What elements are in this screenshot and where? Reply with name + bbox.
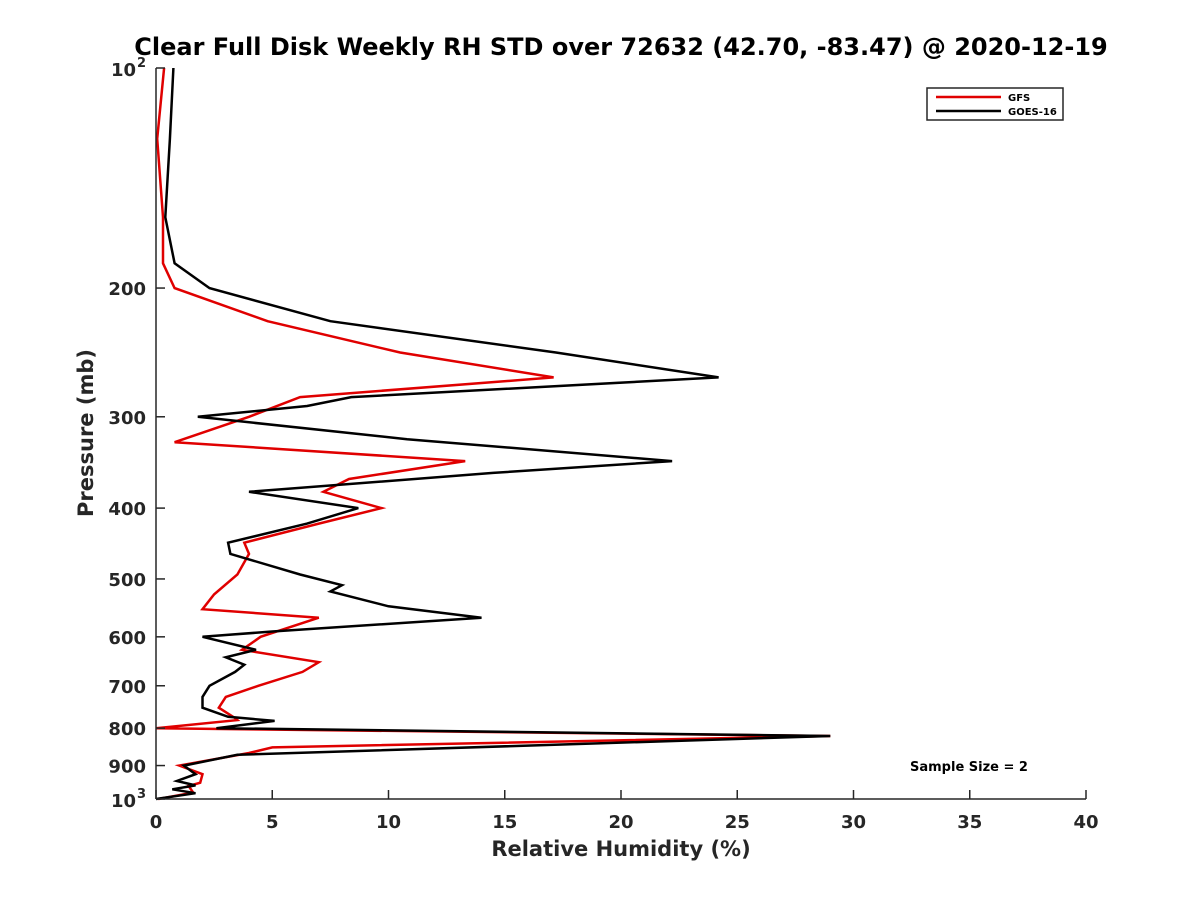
series-line-gfs [155,67,831,801]
x-axis-label: Relative Humidity (%) [491,837,750,861]
x-tick-label: 5 [266,812,279,833]
y-tick-label: 10 [111,60,136,81]
x-tick-label: 30 [841,812,866,833]
x-tick-label: 0 [150,812,163,833]
legend-label-goes-16: GOES-16 [1008,107,1057,118]
x-tick-label: 35 [957,812,982,833]
y-tick-label: 500 [108,570,146,591]
series-layer [155,67,831,801]
y-tick-label: 900 [108,757,146,778]
x-tick-label: 15 [492,812,517,833]
plot-area [156,68,1086,799]
x-tick-label: 10 [376,812,401,833]
y-axis-label: Pressure (mb) [74,349,98,517]
y-tick-label: 10 [111,791,136,812]
y-tick-label: 300 [108,408,146,429]
x-tick-label: 20 [608,812,633,833]
y-tick-label: 700 [108,677,146,698]
legend-box [926,87,1064,121]
legend: GFS GOES-16 [926,87,1064,121]
y-tick-label-exponent: 3 [137,787,146,802]
y-tick-label: 200 [108,279,146,300]
sample-size-annotation: Sample Size = 2 [910,760,1028,775]
y-tick-label: 800 [108,719,146,740]
y-tick-label-exponent: 2 [137,56,146,71]
legend-label-gfs: GFS [1008,93,1030,104]
y-tick-label: 600 [108,628,146,649]
x-tick-label: 25 [725,812,750,833]
x-ticks: 0 5 10 15 20 25 30 35 40 [150,790,1099,833]
x-tick-label: 40 [1073,812,1098,833]
series-line-goes-16 [155,67,831,801]
y-tick-label: 400 [108,499,146,520]
chart-title: Clear Full Disk Weekly RH STD over 72632… [134,33,1107,61]
